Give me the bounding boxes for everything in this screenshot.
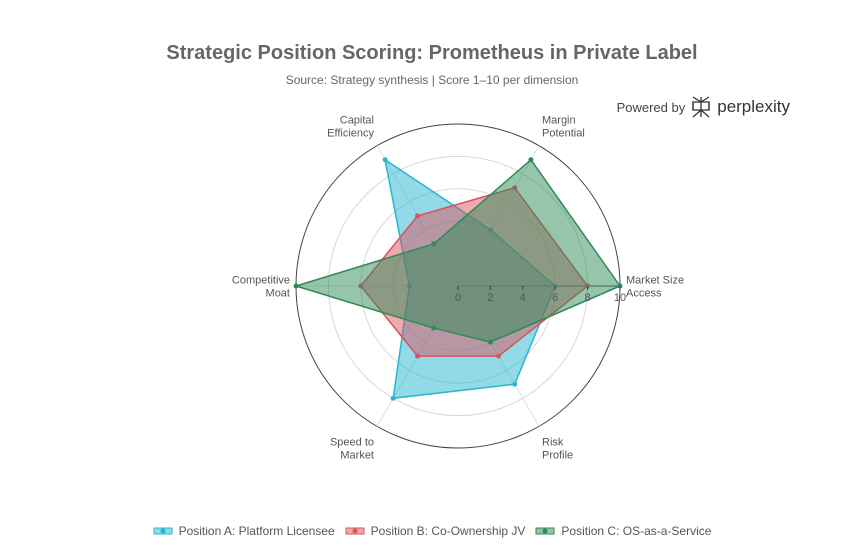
radial-tick-label: 4 (520, 292, 526, 304)
legend-label: Position A: Platform Licensee (178, 524, 335, 538)
data-point (293, 283, 299, 289)
legend-item-2[interactable]: Position B: Co-Ownership JV (345, 524, 526, 538)
perplexity-logo-icon (692, 96, 710, 118)
category-label-line: Potential (542, 128, 585, 140)
legend-item-1[interactable]: Position A: Platform Licensee (153, 524, 335, 538)
legend-swatch (153, 527, 173, 535)
chart-legend: Position A: Platform Licensee Position B:… (0, 524, 864, 538)
radial-tick-label: 0 (455, 292, 461, 304)
legend-swatch (345, 527, 365, 535)
legend-label: Position C: OS-as-a-Service (561, 524, 712, 538)
category-label-line: Access (626, 288, 662, 300)
powered-by-badge[interactable]: Powered by perplexity (617, 96, 790, 118)
category-label: Market Size Access (626, 275, 684, 300)
data-point (382, 157, 388, 163)
category-label: Competitive Moat (232, 275, 290, 300)
radial-tick-label: 8 (585, 292, 591, 304)
powered-by-label: Powered by (616, 99, 686, 115)
data-point (512, 381, 518, 387)
radial-tick-label: 10 (614, 292, 626, 304)
data-point (390, 395, 396, 401)
legend-label: Position B: Co-Ownership JV (370, 524, 526, 538)
data-point (528, 157, 534, 163)
radial-tick-label: 6 (552, 292, 558, 304)
category-label-line: Profile (542, 449, 573, 461)
series-area-3 (293, 158, 622, 343)
data-point (431, 325, 437, 331)
legend-item-3[interactable]: Position C: OS-as-a-Service (535, 524, 711, 538)
data-point (496, 353, 501, 359)
data-point (415, 213, 420, 219)
category-label: Speed to Market (330, 436, 374, 461)
radial-tick-labels: 0 2 4 6 8 10 (455, 286, 626, 304)
data-point (415, 353, 420, 359)
category-label: Margin Potential (542, 115, 585, 140)
category-labels: Market Size Access Margin Potential Capital E… (232, 115, 684, 462)
category-label-line: Market Size (626, 275, 684, 287)
radar-series-group (293, 157, 623, 401)
brand-name: perplexity (717, 97, 790, 116)
category-label-line: Efficiency (327, 128, 374, 140)
data-point (487, 339, 493, 345)
category-label-line: Moat (266, 288, 290, 300)
chart-title: Strategic Position Scoring: Prometheus i… (166, 42, 698, 64)
legend-swatch (535, 527, 555, 535)
category-label-line: Market (340, 449, 374, 461)
data-point (431, 241, 437, 247)
category-label-line: Competitive (232, 275, 290, 287)
category-label-line: Margin (542, 115, 576, 127)
category-label: Risk Profile (542, 436, 573, 461)
category-label-line: Risk (542, 436, 564, 448)
chart-subtitle: Source: Strategy synthesis | Score 1–10 … (285, 73, 579, 87)
radial-tick-label: 2 (487, 292, 493, 304)
category-label-line: Capital (340, 115, 374, 127)
category-label: Capital Efficiency (327, 115, 374, 140)
category-label-line: Speed to (330, 436, 374, 448)
